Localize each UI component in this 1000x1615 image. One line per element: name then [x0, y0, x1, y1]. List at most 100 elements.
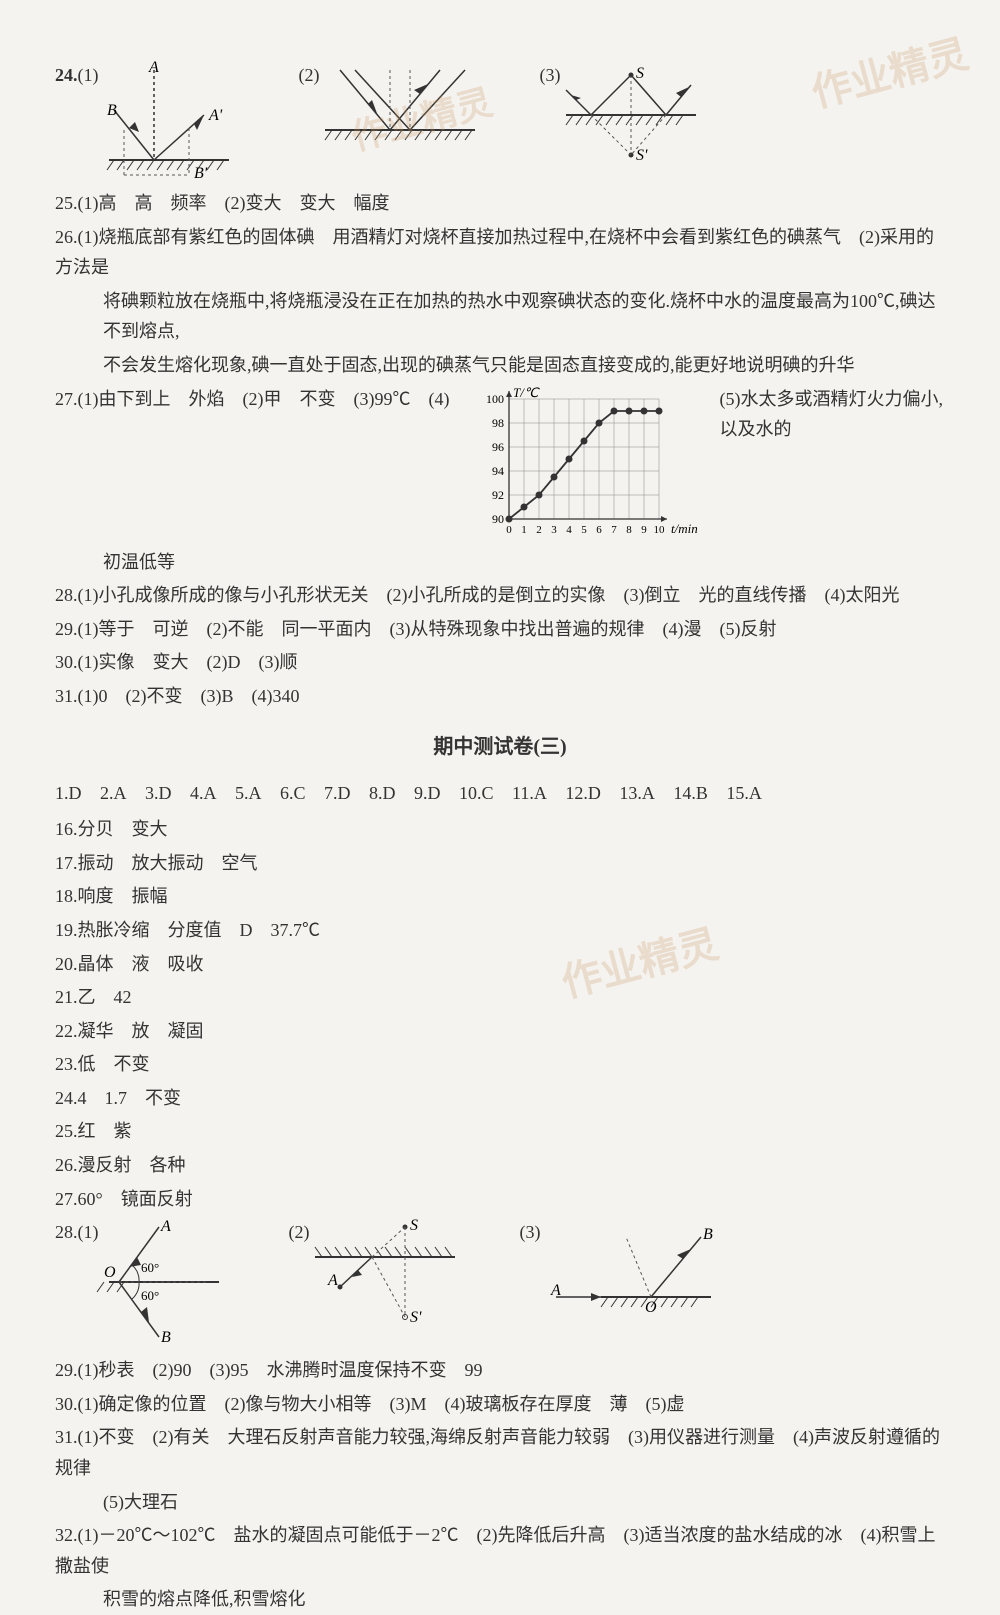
svg-text:T/℃: T/℃: [513, 385, 540, 400]
s3-q21: 21.乙 42: [55, 982, 945, 1013]
s3-q20: 20.晶体 液 吸收: [55, 949, 945, 980]
q30: 30.(1)实像 变大 (2)D (3)顺: [55, 647, 945, 678]
q24-diagrams: 24.(1) A B A' B' (2): [55, 60, 945, 180]
s3-q30: 30.(1)确定像的位置 (2)像与物大小相等 (3)M (4)玻璃板存在厚度 …: [55, 1389, 945, 1420]
svg-text:8: 8: [627, 524, 633, 536]
label-Sp: S': [636, 147, 648, 164]
s3-q18: 18.响度 振幅: [55, 881, 945, 912]
s3-q32-l2: 积雪的熔点降低,积雪熔化: [55, 1584, 945, 1615]
label-A: A: [148, 59, 159, 76]
label-A: A: [327, 1272, 338, 1289]
svg-text:t/min: t/min: [671, 521, 698, 536]
label-A: A: [550, 1282, 561, 1299]
svg-text:10: 10: [654, 524, 666, 536]
angle-60-1: 60°: [141, 1260, 159, 1275]
label-O: O: [104, 1264, 116, 1281]
mc-11: 11.A: [512, 783, 547, 803]
mc-4: 4.A: [190, 783, 217, 803]
label-B: B: [703, 1226, 713, 1243]
svg-text:7: 7: [612, 524, 618, 536]
section-3-title: 期中测试卷(三): [55, 730, 945, 764]
label-B: B: [107, 102, 117, 119]
s3-q29: 29.(1)秒表 (2)90 (3)95 水沸腾时温度保持不变 99: [55, 1355, 945, 1386]
angle-60-2: 60°: [141, 1288, 159, 1303]
multiple-choice-answers: 1.D 2.A 3.D 4.A 5.A 6.C 7.D 8.D 9.D 10.C…: [55, 778, 945, 809]
s3-q24: 24.4 1.7 不变: [55, 1083, 945, 1114]
svg-text:3: 3: [552, 524, 558, 536]
mirror-diagram-2: S S' A: [310, 1217, 460, 1337]
mc-1: 1.D: [55, 783, 82, 803]
mc-2: 2.A: [100, 783, 127, 803]
s3-q28-d3: (3) A B O: [520, 1217, 721, 1327]
s3-q17: 17.振动 放大振动 空气: [55, 848, 945, 879]
mc-8: 8.D: [369, 783, 396, 803]
s3-q28-part2: (2): [289, 1217, 310, 1248]
mc-13: 13.A: [619, 783, 655, 803]
temperature-chart: 9092949698100012345678910t/minT/℃: [469, 384, 699, 544]
s3-q23: 23.低 不变: [55, 1049, 945, 1080]
q28: 28.(1)小孔成像所成的像与小孔形状无关 (2)小孔所成的是倒立的实像 (3)…: [55, 580, 945, 611]
svg-text:5: 5: [582, 524, 588, 536]
label-Sp: S': [410, 1309, 422, 1326]
q26-line2: 将碘颗粒放在烧瓶中,将烧瓶浸没在正在加热的热水中观察碘状态的变化.烧杯中水的温度…: [55, 286, 945, 347]
q24-diagram-1: 24.(1) A B A' B': [55, 60, 239, 180]
label-B: B: [161, 1329, 171, 1346]
svg-text:96: 96: [492, 440, 504, 454]
q24-diagram-2: (2): [299, 60, 480, 170]
s3-q31-l2: (5)大理石: [55, 1487, 945, 1518]
s3-q31-l1: 31.(1)不变 (2)有关 大理石反射声音能力较强,海绵反射声音能力较弱 (3…: [55, 1422, 945, 1483]
svg-text:94: 94: [492, 464, 504, 478]
mc-14: 14.B: [673, 783, 708, 803]
svg-text:92: 92: [492, 488, 504, 502]
q27-prefix: 27.(1)由下到上 外焰 (2)甲 不变 (3)99℃ (4): [55, 384, 449, 415]
diagram-reflection-2: [320, 60, 480, 170]
diagram-reflection-1: A B A' B': [99, 60, 239, 180]
s3-q22: 22.凝华 放 凝固: [55, 1016, 945, 1047]
s3-q28-d2: (2) S S' A: [289, 1217, 460, 1337]
label-Ap: A': [208, 107, 223, 124]
mc-9: 9.D: [414, 783, 441, 803]
q31: 31.(1)0 (2)不变 (3)B (4)340: [55, 681, 945, 712]
label-Bp: B': [194, 165, 208, 182]
label-S: S: [636, 65, 644, 82]
s3-q28-diagrams: 28.(1) A B O 60° 60° (2): [55, 1217, 945, 1347]
diagram-mirror-image: S S': [561, 60, 701, 180]
svg-text:9: 9: [642, 524, 648, 536]
q27: 27.(1)由下到上 外焰 (2)甲 不变 (3)99℃ (4) 9092949…: [55, 384, 945, 544]
s3-q32-l1: 32.(1)－20℃～102℃ 盐水的凝固点可能低于－2℃ (2)先降低后升高 …: [55, 1520, 945, 1581]
mc-7: 7.D: [324, 783, 351, 803]
q24-diagram-3: (3) S S': [540, 60, 701, 180]
label-S: S: [410, 1217, 418, 1234]
label-O: O: [645, 1299, 657, 1316]
q27-tail: 初温低等: [55, 547, 945, 578]
mc-3: 3.D: [145, 783, 172, 803]
s3-q28-part3: (3): [520, 1217, 541, 1248]
angle-diagram: A B O 60° 60°: [99, 1217, 229, 1347]
q26-line1: 26.(1)烧瓶底部有紫红色的固体碘 用酒精灯对烧杯直接加热过程中,在烧杯中会看…: [55, 222, 945, 283]
q27-suffix: (5)水太多或酒精灯火力偏小,以及水的: [719, 384, 945, 445]
s3-q19: 19.热胀冷缩 分度值 D 37.7℃: [55, 915, 945, 946]
mc-12: 12.D: [565, 783, 601, 803]
svg-text:1: 1: [522, 524, 528, 536]
svg-text:6: 6: [597, 524, 603, 536]
q24-part3-label: (3): [540, 60, 561, 91]
q29: 29.(1)等于 可逆 (2)不能 同一平面内 (3)从特殊现象中找出普遍的规律…: [55, 614, 945, 645]
s3-q27: 27.60° 镜面反射: [55, 1184, 945, 1215]
q26-line3: 不会发生熔化现象,碘一直处于固态,出现的碘蒸气只能是固态直接变成的,能更好地说明…: [55, 350, 945, 381]
mc-5: 5.A: [235, 783, 262, 803]
svg-text:98: 98: [492, 416, 504, 430]
svg-text:2: 2: [537, 524, 543, 536]
s3-q28-d1: 28.(1) A B O 60° 60°: [55, 1217, 229, 1347]
reflection-diagram-3: A B O: [541, 1217, 721, 1327]
q25: 25.(1)高 高 频率 (2)变大 变大 幅度: [55, 188, 945, 219]
mc-6: 6.C: [280, 783, 306, 803]
s3-q25: 25.红 紫: [55, 1116, 945, 1147]
svg-text:4: 4: [567, 524, 573, 536]
svg-text:100: 100: [486, 392, 504, 406]
label-A: A: [160, 1218, 171, 1235]
s3-q28-prefix: 28.(1): [55, 1217, 99, 1248]
mc-15: 15.A: [726, 783, 762, 803]
svg-text:90: 90: [492, 512, 504, 526]
s3-q16: 16.分贝 变大: [55, 814, 945, 845]
s3-q26: 26.漫反射 各种: [55, 1150, 945, 1181]
